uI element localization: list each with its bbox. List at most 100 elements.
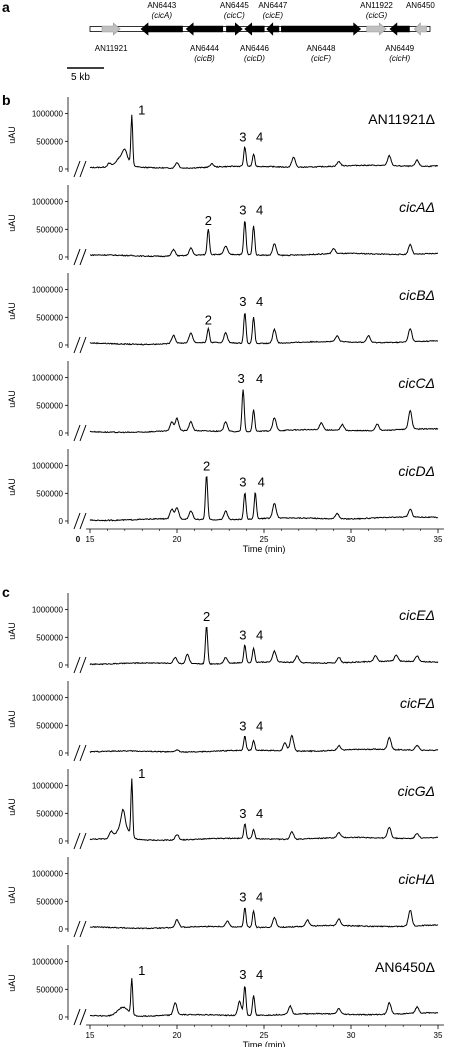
trace-line [89, 907, 439, 930]
x-tick-label: 30 [347, 535, 356, 544]
peak-label-2: 2 [205, 313, 212, 328]
x-tick-label: 20 [173, 535, 182, 544]
peak-label-3: 3 [239, 806, 246, 821]
y-tick-label: 1000000 [32, 958, 64, 967]
peak-label-3: 3 [239, 719, 246, 734]
gene-name-an11922: (cicG) [366, 11, 388, 20]
gene-name-an6445: (cicC) [224, 11, 245, 20]
peak-label-4: 4 [256, 203, 263, 218]
y-axis-title: uAU [7, 126, 17, 144]
y-tick-label: 0 [59, 253, 64, 262]
axis-break [73, 512, 87, 530]
y-tick-label: 1000000 [32, 374, 64, 383]
y-tick-label: 1000000 [32, 110, 64, 119]
x-tick-label: 25 [260, 1031, 269, 1040]
y-tick-label: 500000 [36, 401, 63, 410]
x-tick-label: 20 [173, 1031, 182, 1040]
trace-line [89, 627, 439, 666]
gene-id-an11922: AN11922 [360, 1, 393, 10]
chromatogram-cicf: 0 500000 1000000 uAU 3 4 cicFΔ [7, 681, 439, 762]
y-axis-title: uAU [7, 974, 17, 992]
gene-id-an6450: AN6450 [406, 1, 435, 10]
peak-label-3: 3 [238, 371, 245, 386]
y-tick-label: 500000 [36, 809, 63, 818]
y-axis-title: uAU [7, 622, 17, 640]
chromatogram-cicc: 0 500000 1000000 uAU 3 4 cicCΔ [7, 361, 439, 442]
strain-label: AN6450Δ [375, 959, 435, 975]
strain-label: AN11921Δ [368, 111, 435, 127]
y-tick-label: 500000 [36, 985, 63, 994]
axis-break [73, 920, 87, 938]
chromatogram-cicg: 0 500000 1000000 uAU 1 3 4 cicGΔ [7, 766, 439, 850]
gene-name-an6446: (cicD) [244, 54, 265, 63]
y-tick-label: 500000 [36, 633, 63, 642]
trace-line [89, 221, 439, 258]
y-tick-label: 1000000 [32, 462, 64, 471]
trace-line [89, 734, 439, 754]
gene-id-an6446: AN6446 [240, 44, 269, 53]
strain-label: cicCΔ [398, 375, 435, 391]
gene-cluster-map: AN11921AN6443(cicA)AN6444(cicB)AN6445(ci… [89, 1, 435, 63]
gene-id-an6449: AN6449 [385, 44, 414, 53]
chromatogram-an6450: 0 500000 1000000 uAU 1 3 4 AN6450Δ 15 20 25 30 35 Tim… [7, 945, 444, 1047]
y-tick-label: 500000 [36, 137, 63, 146]
peak-label-4: 4 [256, 719, 263, 734]
axis-break [73, 1008, 87, 1026]
x-tick-label: 30 [347, 1031, 356, 1040]
chromatogram-cicd: 0 500000 1000000 uAU 2 3 4 cicDΔ 15 20 25 30 35 0 Time… [7, 449, 444, 554]
gene-arrow-an6450 [413, 22, 427, 36]
y-tick-label: 0 [59, 661, 64, 670]
y-tick-label: 500000 [36, 313, 63, 322]
scale-bar-label: 5 kb [71, 72, 90, 83]
peak-label-3: 3 [239, 474, 246, 489]
y-tick-label: 1000000 [32, 870, 64, 879]
axis-break [73, 248, 87, 266]
peak-label-1: 1 [138, 102, 145, 117]
peak-label-3: 3 [239, 203, 246, 218]
y-axis-title: uAU [7, 390, 17, 408]
y-tick-label: 0 [59, 837, 64, 846]
gene-name-an6443: (cicA) [152, 11, 173, 20]
chromatogram-cicb: 0 500000 1000000 uAU 2 3 4 cicBΔ [7, 273, 439, 354]
strain-label: cicGΔ [398, 783, 435, 799]
y-axis-title: uAU [7, 214, 17, 232]
peak-label-4: 4 [256, 130, 263, 145]
y-tick-label: 500000 [36, 897, 63, 906]
peak-label-3: 3 [239, 967, 246, 982]
gene-id-an6444: AN6444 [190, 44, 219, 53]
chromatogram-cica: 0 500000 1000000 uAU 2 3 4 cicAΔ [7, 185, 439, 266]
gene-arrow-an6448 [281, 22, 362, 36]
peak-label-4: 4 [256, 371, 263, 386]
peak-label-4: 4 [256, 967, 263, 982]
trace-line [89, 389, 439, 434]
y-axis-title: uAU [7, 710, 17, 728]
strain-label: cicHΔ [398, 871, 435, 887]
axis-break [73, 424, 87, 442]
y-tick-label: 500000 [36, 225, 63, 234]
gene-id-an11921: AN11921 [95, 44, 128, 53]
peak-label-2: 2 [203, 459, 210, 474]
axis-break [73, 744, 87, 762]
trace-line [89, 978, 439, 1018]
peak-label-4: 4 [256, 294, 263, 309]
y-axis-title: uAU [7, 478, 17, 496]
y-tick-label: 0 [59, 517, 64, 526]
gene-arrow-an11922 [366, 22, 387, 36]
y-tick-label: 0 [59, 925, 64, 934]
x-tick-label: 15 [86, 1031, 95, 1040]
gene-arrow-an6449 [389, 22, 410, 36]
axis-break [73, 656, 87, 674]
strain-label: cicFΔ [400, 695, 435, 711]
y-tick-label: 500000 [36, 721, 63, 730]
x-tick-label: 15 [86, 535, 95, 544]
y-tick-label: 1000000 [32, 606, 64, 615]
strain-label: cicBΔ [399, 287, 435, 303]
chromatogram-cice: 0 500000 1000000 uAU 2 3 4 cicEΔ [7, 593, 439, 674]
x-tick-label: 35 [434, 1031, 443, 1040]
gene-arrow-an6446 [244, 22, 265, 36]
chromatogram-cich: 0 500000 1000000 uAU 3 4 cicHΔ [7, 857, 439, 938]
peak-label-4: 4 [256, 627, 263, 642]
peak-label-1: 1 [138, 766, 145, 781]
gene-arrow-an6444 [185, 22, 224, 36]
